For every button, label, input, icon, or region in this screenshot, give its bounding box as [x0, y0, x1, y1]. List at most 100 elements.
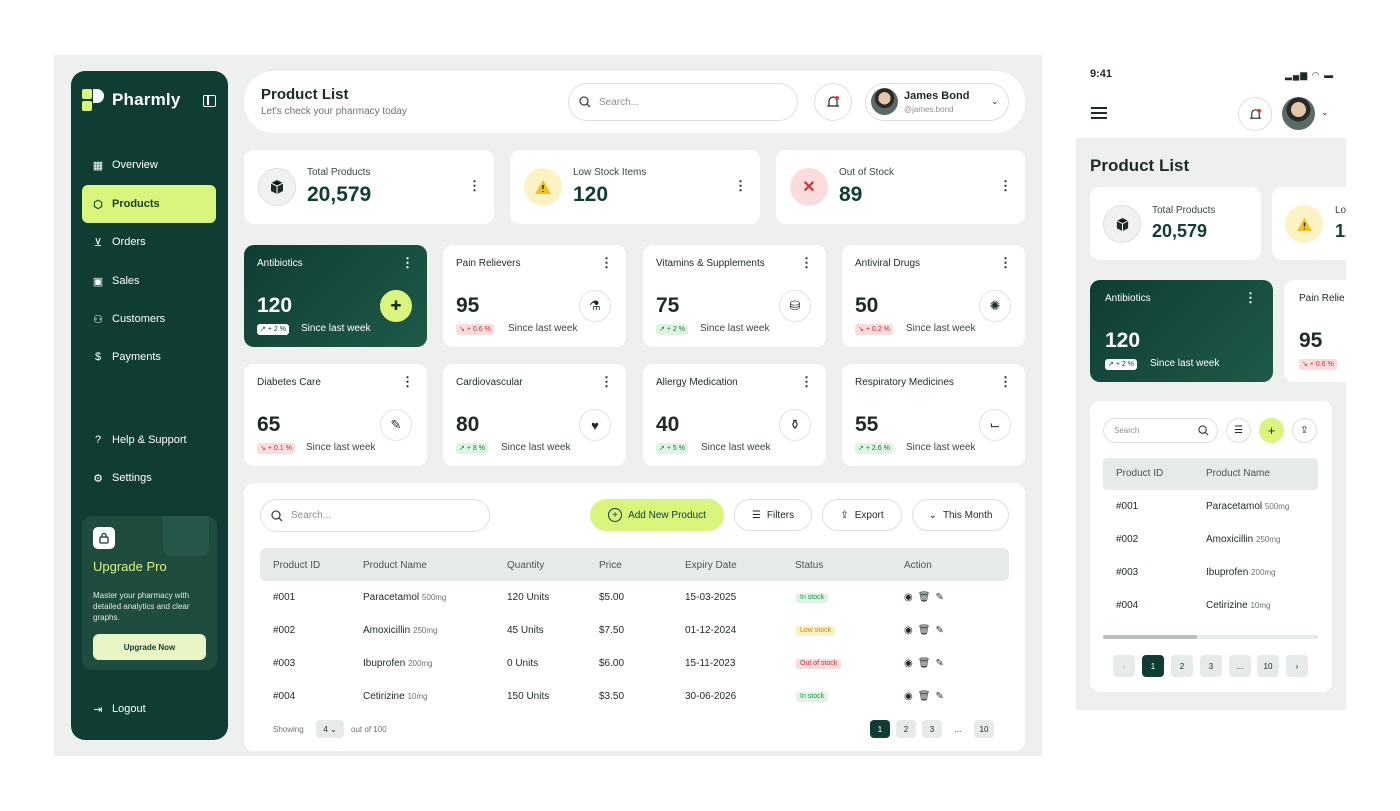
product-name: Cetirizine: [1206, 600, 1248, 611]
grid-icon: ▦: [92, 159, 104, 172]
menu-icon[interactable]: [1091, 107, 1107, 119]
change-badge: ↘ + 0.6 %: [456, 324, 494, 335]
cell-price: $5.00: [599, 592, 625, 603]
chart-icon: ▣: [92, 275, 104, 288]
notification-button[interactable]: [1238, 97, 1272, 131]
page-size-select[interactable]: 4 ⌄: [316, 720, 344, 738]
change-badge: ↗ + 2 %: [656, 324, 688, 335]
sidebar-item-overview[interactable]: ▦ Overview: [82, 146, 216, 184]
page-button[interactable]: 10: [974, 720, 994, 738]
edit-icon[interactable]: ✎: [935, 625, 949, 636]
more-icon[interactable]: ⋮: [600, 374, 613, 389]
brand: Pharmly: [82, 89, 181, 111]
more-icon[interactable]: ⋮: [468, 178, 481, 193]
page-button[interactable]: 3: [1200, 655, 1222, 677]
avatar[interactable]: [1282, 97, 1315, 130]
mobile-stat-card-partial: Lo 12: [1272, 187, 1346, 260]
upload-icon: ⇪: [1300, 425, 1309, 436]
edit-icon[interactable]: ✎: [935, 658, 949, 669]
period-select[interactable]: ⌄ This Month: [912, 499, 1009, 531]
category-value: 50: [855, 294, 879, 317]
table-search-input[interactable]: Search...: [260, 499, 490, 532]
more-icon[interactable]: ⋮: [999, 255, 1012, 270]
cell-id: #001: [273, 592, 296, 603]
sidebar-item-label: Products: [112, 198, 160, 210]
sidebar-item-settings[interactable]: ⚙ Settings: [82, 459, 216, 497]
sidebar-toggle-icon[interactable]: [203, 95, 216, 107]
eye-icon[interactable]: ◉: [904, 625, 918, 636]
sidebar-item-products[interactable]: ⬡ Products: [82, 185, 216, 223]
notification-button[interactable]: [814, 83, 852, 121]
warning-icon: [524, 168, 562, 206]
eye-icon[interactable]: ◉: [904, 691, 918, 702]
more-icon[interactable]: ⋮: [999, 374, 1012, 389]
eye-icon[interactable]: ◉: [904, 658, 918, 669]
cell-price: $7.50: [599, 625, 625, 636]
sidebar-item-payments[interactable]: $ Payments: [82, 338, 216, 376]
plus-icon: +: [1267, 423, 1276, 438]
page-button[interactable]: 2: [896, 720, 916, 738]
since-label: Since last week: [301, 323, 371, 334]
upgrade-now-button[interactable]: Upgrade Now: [93, 634, 206, 660]
cell-id: #004: [1116, 600, 1139, 611]
cell-price: $3.50: [599, 691, 625, 702]
filters-button[interactable]: ☰ Filters: [734, 499, 812, 531]
next-page-button[interactable]: ›: [1286, 655, 1308, 677]
eye-icon[interactable]: ◉: [904, 592, 918, 603]
mobile-search-input[interactable]: Search: [1103, 418, 1218, 443]
more-icon[interactable]: ⋮: [600, 255, 613, 270]
more-icon[interactable]: ⋮: [734, 178, 747, 193]
page-ellipsis: ...: [954, 724, 962, 734]
add-button[interactable]: +: [1259, 418, 1284, 443]
header-search-input[interactable]: Search...: [568, 83, 798, 121]
sidebar-item-orders[interactable]: ⊻ Orders: [82, 223, 216, 261]
cell-id: #004: [273, 691, 296, 702]
row-actions[interactable]: ◉🗑✎: [904, 691, 949, 702]
sidebar-item-help[interactable]: ? Help & Support: [82, 421, 216, 459]
horizontal-scrollbar[interactable]: [1103, 635, 1318, 639]
scrollbar-thumb[interactable]: [1103, 635, 1197, 639]
prev-page-button[interactable]: ‹: [1113, 655, 1135, 677]
cell-name: Cetirizine 10mg: [1206, 600, 1270, 611]
sidebar-item-customers[interactable]: ⚇ Customers: [82, 300, 216, 338]
mobile-table-header: [1103, 458, 1318, 490]
trash-icon[interactable]: 🗑: [917, 592, 936, 603]
cell-name: Amoxicillin 250mg: [1206, 534, 1280, 545]
syringe-icon: ✎: [380, 409, 412, 441]
page-button[interactable]: 10: [1257, 655, 1279, 677]
row-actions[interactable]: ◉🗑✎: [904, 592, 949, 603]
trash-icon[interactable]: 🗑: [917, 658, 936, 669]
filter-button[interactable]: ☰: [1226, 418, 1251, 443]
row-actions[interactable]: ◉🗑✎: [904, 658, 949, 669]
edit-icon[interactable]: ✎: [935, 691, 949, 702]
sidebar-item-sales[interactable]: ▣ Sales: [82, 262, 216, 300]
trend-up-icon: ↗: [260, 326, 266, 333]
sidebar-item-label: Settings: [112, 472, 152, 484]
dollar-icon: $: [94, 351, 102, 363]
add-product-button[interactable]: + Add New Product: [590, 499, 724, 531]
page-button[interactable]: 3: [922, 720, 942, 738]
trash-icon[interactable]: 🗑: [917, 691, 936, 702]
more-icon[interactable]: ⋮: [401, 374, 414, 389]
edit-icon[interactable]: ✎: [935, 592, 949, 603]
mobile-category-card-partial[interactable]: Pain Relie 95 ↘ + 0.6 %: [1284, 280, 1346, 382]
more-icon[interactable]: ⋮: [800, 255, 813, 270]
trash-icon[interactable]: 🗑: [917, 625, 936, 636]
box-icon: ⬡: [93, 198, 103, 211]
page-button[interactable]: 1: [870, 720, 890, 738]
upgrade-title: Upgrade Pro: [93, 559, 167, 574]
chevron-down-icon[interactable]: ⌄: [1321, 107, 1329, 117]
chevron-down-icon[interactable]: ⌄: [991, 96, 999, 106]
more-icon[interactable]: ⋮: [999, 178, 1012, 193]
search-icon: [271, 509, 283, 521]
more-icon[interactable]: ⋮: [401, 255, 414, 270]
row-actions[interactable]: ◉🗑✎: [904, 625, 949, 636]
sidebar-item-logout[interactable]: ⇥ Logout: [82, 690, 216, 728]
page-button[interactable]: 2: [1171, 655, 1193, 677]
export-button[interactable]: ⇪: [1292, 418, 1317, 443]
sidebar-item-label: Customers: [112, 313, 166, 325]
export-button[interactable]: ⇪ Export: [822, 499, 902, 531]
page-button[interactable]: 1: [1142, 655, 1164, 677]
more-icon[interactable]: ⋮: [800, 374, 813, 389]
more-icon[interactable]: ⋮: [1244, 290, 1257, 305]
